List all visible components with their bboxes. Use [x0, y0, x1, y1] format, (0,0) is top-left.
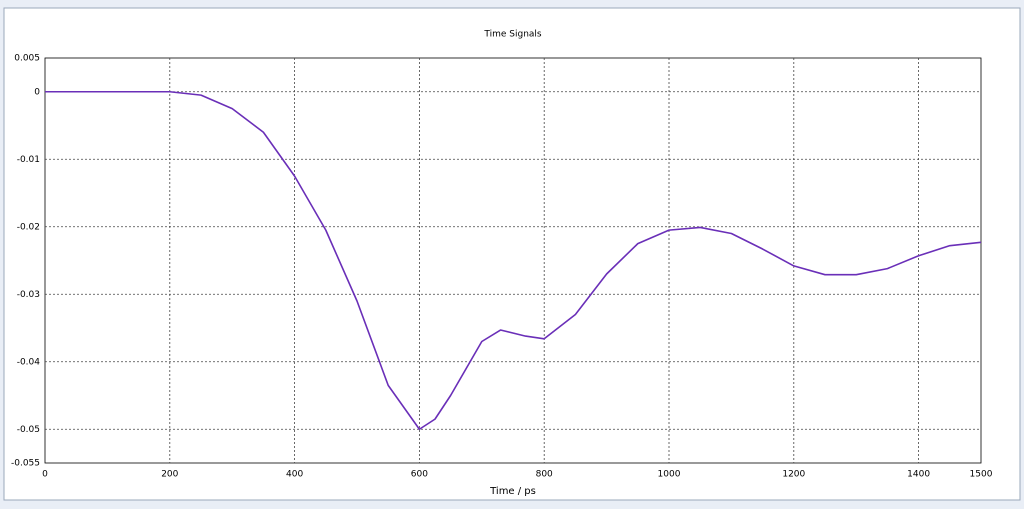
- x-tick-label: 0: [42, 470, 48, 480]
- chart-title: Time Signals: [483, 30, 542, 40]
- y-tick-label: 0.005: [14, 54, 40, 64]
- y-tick-label: -0.04: [17, 357, 41, 367]
- y-tick-label: -0.03: [17, 290, 40, 300]
- y-tick-label: -0.01: [17, 155, 40, 165]
- x-tick-label: 400: [286, 470, 303, 480]
- x-tick-label: 1200: [782, 470, 805, 480]
- y-tick-label: 0: [34, 87, 40, 97]
- x-tick-label: 1000: [658, 470, 681, 480]
- x-tick-label: 600: [411, 470, 428, 480]
- x-tick-label: 1500: [970, 470, 993, 480]
- y-tick-label: -0.05: [17, 425, 40, 435]
- y-tick-label: -0.055: [11, 459, 40, 469]
- plot-area: [44, 57, 982, 464]
- x-axis-label: Time / ps: [489, 486, 536, 497]
- y-tick-label: -0.02: [17, 222, 40, 232]
- x-tick-label: 800: [536, 470, 553, 480]
- x-tick-label: 1400: [907, 470, 930, 480]
- x-tick-label: 200: [161, 470, 178, 480]
- signal-line: [45, 90, 982, 431]
